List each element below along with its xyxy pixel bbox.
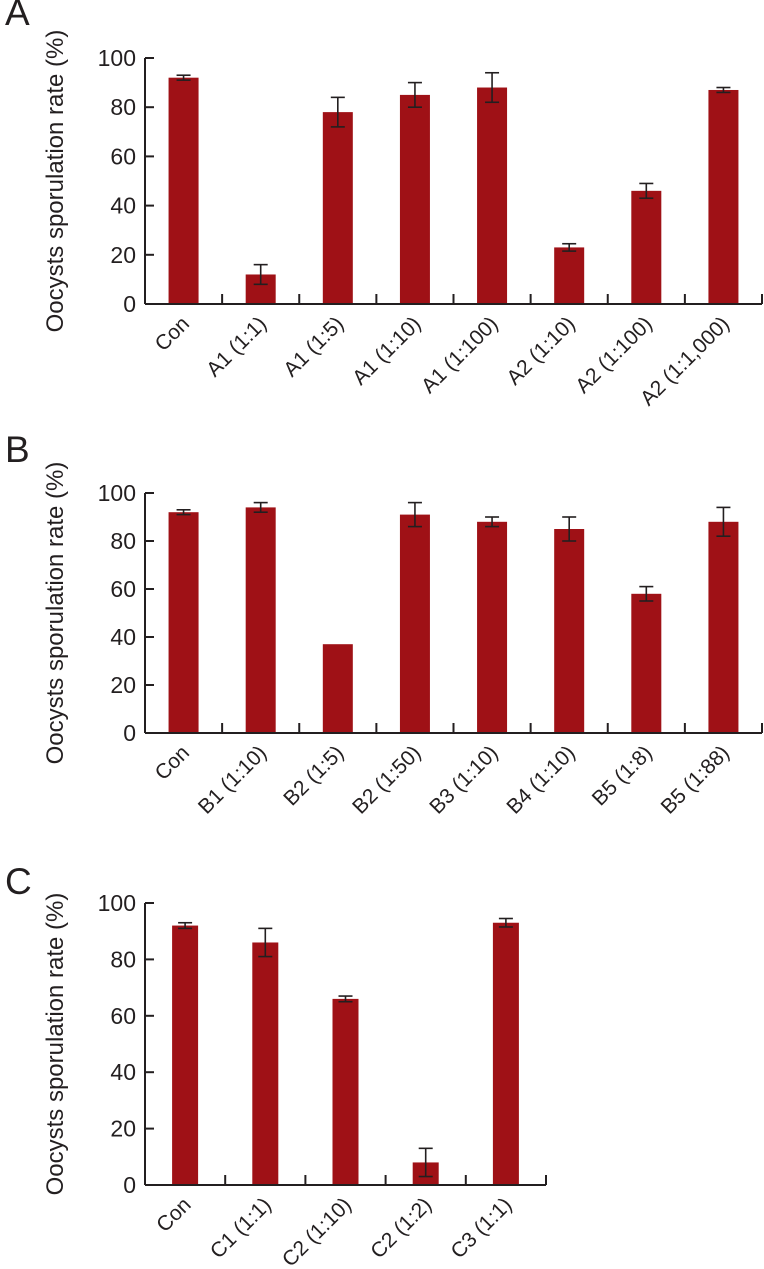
x-tick-label: B4 (1:10) <box>502 741 579 818</box>
y-tick-label: 60 <box>110 1003 136 1029</box>
y-tick-label: 0 <box>123 720 136 746</box>
bar <box>477 521 508 733</box>
bar <box>322 644 353 733</box>
panel-label-c: C <box>5 861 32 902</box>
bar <box>399 94 430 305</box>
x-tick-label: B2 (1:5) <box>279 741 348 810</box>
bar <box>399 514 430 733</box>
bar <box>252 942 279 1185</box>
x-tick-label: B2 (1:50) <box>348 741 425 818</box>
panel-label-a: A <box>5 0 30 33</box>
y-tick-label: 80 <box>110 946 136 972</box>
x-tick-label: Con <box>152 1193 196 1237</box>
x-tick-label: C2 (1:2) <box>366 1193 436 1263</box>
y-tick-label: 40 <box>110 1059 136 1085</box>
y-tick-label: 20 <box>110 1116 136 1142</box>
bar <box>322 112 353 305</box>
y-axis-label: Oocysts sporulation rate (%) <box>42 462 69 765</box>
y-tick-label: 20 <box>110 242 136 268</box>
bar-chart-b: Con B1 (1:10) B2 (1:5) B2 (1:50) B3 (1:10) B4… <box>42 462 763 819</box>
y-tick-label: 0 <box>123 1172 136 1198</box>
x-tick-label: Con <box>151 741 195 785</box>
x-tick-label: Con <box>151 312 195 356</box>
x-tick-label: B3 (1:10) <box>425 741 502 818</box>
x-tick-label: B1 (1:10) <box>194 741 271 818</box>
y-axis-label: Oocysts sporulation rate (%) <box>42 893 69 1196</box>
x-tick-label: A1 (1:10) <box>348 312 425 389</box>
x-tick-label: A2 (1:10) <box>502 312 579 389</box>
y-tick-label: 100 <box>98 890 136 916</box>
panel-c: C Con C1 (1:1) C2 (1:10) C2 (1:2) C3 (1:1) 0 2… <box>0 861 764 1269</box>
bar <box>168 512 199 733</box>
bar <box>245 507 276 733</box>
bar <box>492 922 519 1185</box>
y-tick-label: 40 <box>110 624 136 650</box>
x-tick-label: A1 (1:1) <box>202 312 271 381</box>
y-tick-label: 40 <box>110 193 136 219</box>
y-tick-label: 60 <box>110 576 136 602</box>
y-tick-label: 20 <box>110 672 136 698</box>
x-tick-label: C2 (1:10) <box>278 1193 356 1269</box>
bar-chart-a: Con A1 (1:1) A1 (1:5) A1 (1:10)A1 (1:100) A2… <box>42 30 763 410</box>
panel-a: A Con A1 (1:1) A1 (1:5) A1 (1:10) A1 (1:100)… <box>0 0 764 432</box>
bar <box>708 521 739 733</box>
bar <box>631 190 662 304</box>
bar <box>554 247 585 304</box>
y-tick-label: 80 <box>110 528 136 554</box>
panel-label-b: B <box>5 429 30 470</box>
x-tick-label: C3 (1:1) <box>447 1193 517 1263</box>
x-tick-label: A1 (1:5) <box>279 312 348 381</box>
bar <box>168 77 199 305</box>
y-tick-label: 0 <box>123 291 136 317</box>
x-tick-label: B5 (1:8) <box>588 741 657 810</box>
bar <box>172 925 199 1185</box>
y-tick-label: 100 <box>98 45 136 71</box>
x-tick-label: A1 (1:100) <box>417 312 503 398</box>
bar <box>477 87 508 305</box>
bar-chart-c: Con C1 (1:1) C2 (1:10) C2 (1:2) C3 (1:1) 0 20 4… <box>42 890 547 1269</box>
bar <box>332 998 359 1185</box>
panel-b: B Con B1 (1:10) B2 (1:5) B2 (1:50) B3 (1:10)… <box>0 429 764 866</box>
y-tick-label: 80 <box>110 94 136 120</box>
x-tick-label: B5 (1:88) <box>657 741 734 818</box>
y-axis-label: Oocysts sporulation rate (%) <box>42 30 69 333</box>
bar <box>554 529 585 733</box>
y-tick-label: 60 <box>110 143 136 169</box>
bar <box>631 593 662 733</box>
y-tick-label: 100 <box>98 480 136 506</box>
bar <box>708 89 739 304</box>
x-tick-label: C1 (1:1) <box>206 1193 276 1263</box>
